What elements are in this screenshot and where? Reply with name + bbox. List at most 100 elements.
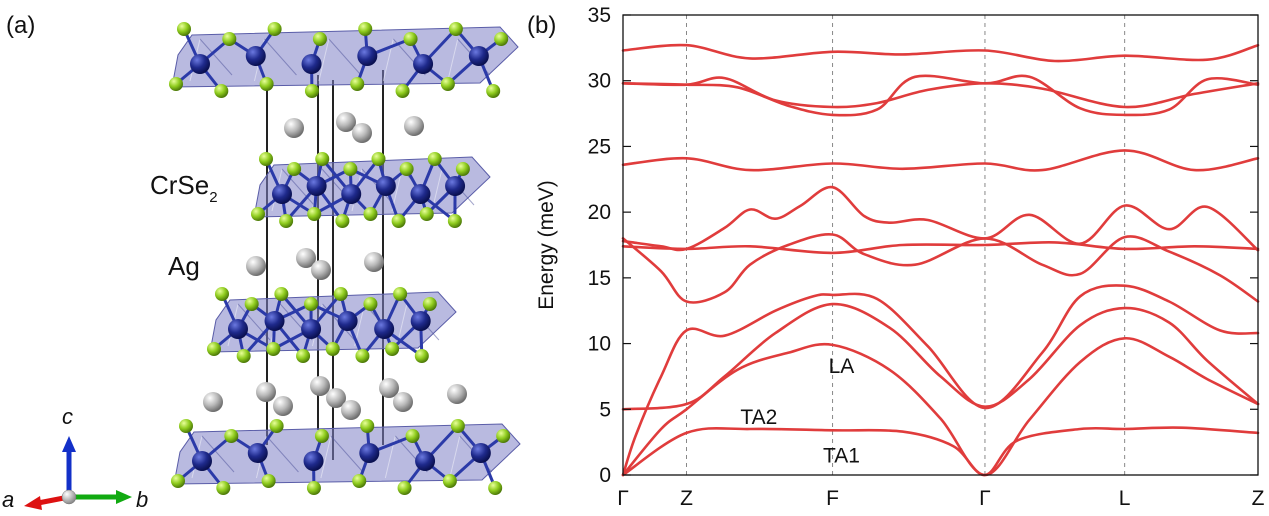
se-atom — [450, 419, 465, 433]
plot-frame — [622, 14, 1259, 476]
cr-atom — [375, 176, 396, 196]
ag-atom — [364, 252, 384, 272]
layer-label: CrSe2 — [150, 170, 218, 206]
y-axis-ticks: 0 5 10 15 20 25 30 35 — [588, 4, 1258, 487]
ag-atom — [311, 260, 331, 280]
cr-atom — [190, 54, 210, 74]
se-atom — [269, 419, 284, 433]
se-atom — [496, 429, 511, 443]
crse2-layer — [171, 419, 521, 495]
ag-atom — [393, 392, 413, 412]
branch-label: LA — [829, 355, 855, 378]
se-atom — [224, 429, 239, 443]
se-atom — [216, 481, 231, 495]
x-tick-label: F — [826, 487, 839, 510]
se-atom — [259, 152, 273, 166]
se-atom — [274, 287, 289, 301]
cr-atom — [341, 184, 362, 204]
octahedron-edge — [201, 435, 235, 473]
phonon-band-line — [621, 284, 1260, 477]
cr-atom — [374, 319, 395, 339]
se-atom — [333, 287, 348, 301]
se-atom — [304, 84, 319, 98]
se-atom — [352, 474, 367, 488]
se-atom — [363, 297, 378, 311]
octahedron-edge — [266, 435, 299, 473]
se-atom — [447, 214, 462, 228]
phonon-band-line — [621, 426, 1260, 477]
cr-atom — [301, 54, 322, 74]
x-tick-label: L — [1119, 487, 1131, 510]
se-atom — [214, 84, 229, 98]
se-atom — [177, 22, 191, 36]
cr-atom — [272, 184, 292, 204]
se-atom — [371, 152, 386, 166]
se-atom — [179, 419, 193, 433]
octahedron-edge — [328, 38, 362, 76]
ag-atom — [296, 248, 316, 268]
se-atom — [251, 207, 265, 221]
ag-atom — [336, 112, 356, 132]
se-atom — [261, 474, 276, 488]
x-tick-label: Γ — [979, 487, 991, 510]
octahedron-edge — [447, 38, 459, 82]
se-atom — [391, 214, 406, 228]
cr-atom — [245, 46, 266, 66]
se-atom — [236, 349, 251, 363]
se-atom — [419, 207, 434, 221]
se-atom — [397, 481, 412, 495]
octahedron-edge — [449, 435, 461, 479]
se-atom — [244, 297, 259, 311]
se-atom — [315, 152, 330, 166]
cr-atom — [301, 319, 322, 339]
se-atom — [395, 84, 410, 98]
cr-atom — [410, 311, 431, 331]
ag-atoms — [203, 112, 467, 420]
se-atom — [314, 429, 329, 443]
cr-atom — [445, 176, 466, 196]
phonon-band-line — [621, 240, 1260, 255]
ag-atom — [447, 384, 467, 404]
ag-atom — [284, 118, 304, 138]
se-atom — [448, 22, 463, 36]
phonon-bands — [621, 43, 1260, 477]
cr-atom — [470, 443, 491, 463]
se-atom — [335, 214, 350, 228]
y-tick-label: 30 — [588, 70, 611, 93]
octahedron-edge — [264, 38, 297, 76]
x-tick-label: Z — [1252, 487, 1265, 510]
se-atom — [405, 429, 420, 443]
se-atom — [169, 77, 183, 91]
cr-atom — [306, 176, 327, 196]
cr-atom — [337, 311, 358, 331]
se-atom — [363, 207, 378, 221]
octahedron-edge — [318, 38, 330, 82]
crystal-structure: CrSe2 Ag c b a — [2, 22, 521, 512]
ag-atom — [203, 392, 223, 412]
se-atom — [304, 297, 319, 311]
panel-label-b: (b) — [527, 12, 557, 39]
ag-atom — [326, 388, 346, 408]
phonon-band-line — [621, 233, 1260, 304]
se-atom — [306, 481, 321, 495]
octahedron-edge — [199, 38, 233, 76]
ag-atom — [246, 256, 266, 276]
se-atom — [422, 297, 437, 311]
octahedron-edge — [320, 435, 332, 479]
se-atom — [222, 32, 237, 46]
phonon-band-line — [621, 336, 1260, 477]
crse2-layer — [207, 287, 457, 363]
cr-atom — [357, 46, 378, 66]
se-atom — [215, 287, 229, 301]
se-atom — [325, 342, 340, 356]
se-atom — [455, 162, 470, 176]
ag-atom — [404, 116, 424, 136]
phonon-band-line — [621, 302, 1260, 411]
crse2-layer — [251, 152, 491, 228]
cr-atom — [359, 443, 380, 463]
y-tick-label: 5 — [599, 398, 611, 421]
se-atom — [171, 474, 185, 488]
cr-atom — [228, 319, 248, 339]
axis-a-label: a — [2, 487, 14, 512]
